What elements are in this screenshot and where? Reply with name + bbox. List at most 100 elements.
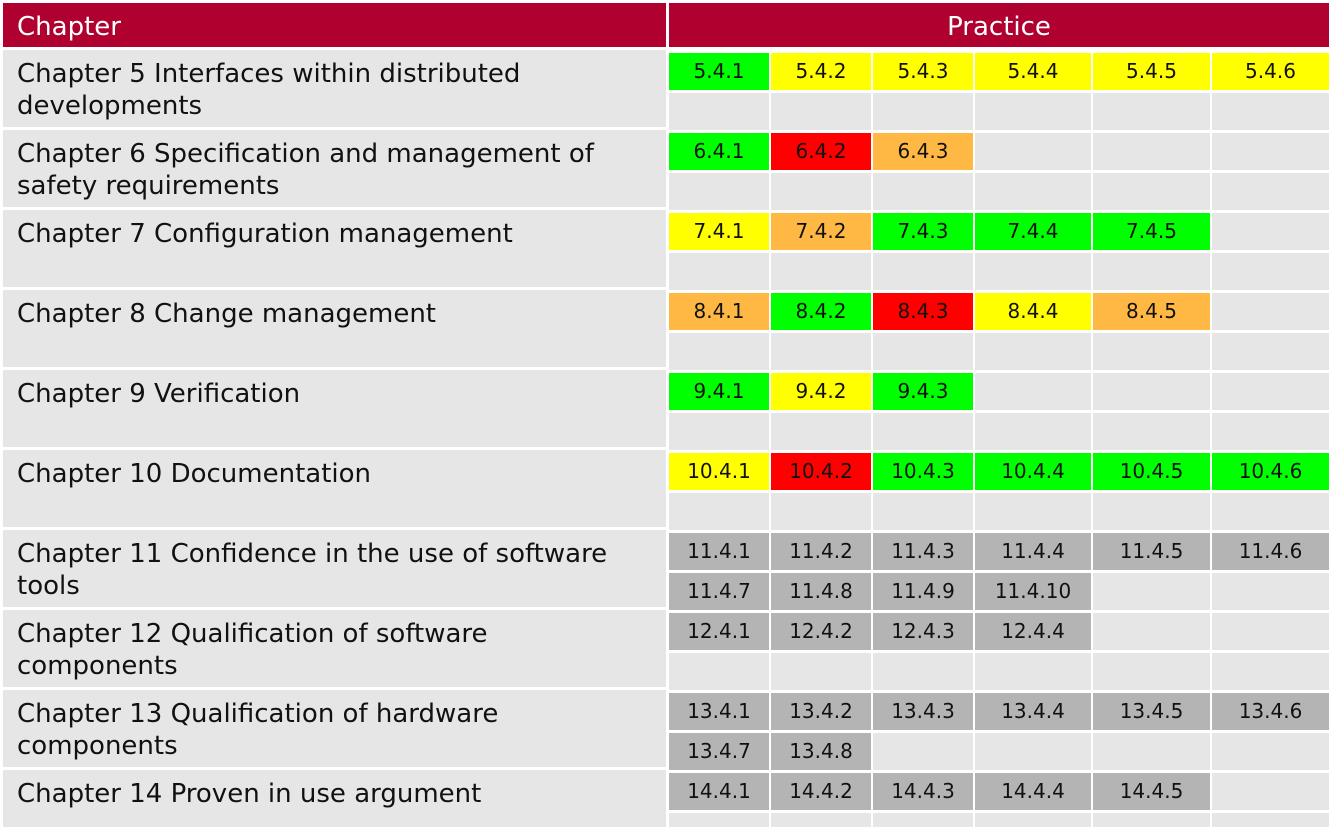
chapter-title: Chapter 6 Specification and management o… (3, 130, 666, 207)
empty-cell (1093, 573, 1210, 610)
practice-cell: 13.4.4 (975, 693, 1091, 730)
empty-cell (1093, 813, 1210, 827)
practice-cell: 10.4.5 (1093, 453, 1210, 490)
practice-cell: 11.4.7 (669, 573, 769, 610)
practice-cell: 5.4.5 (1093, 53, 1210, 90)
practice-cell: 10.4.6 (1212, 453, 1329, 490)
practice-cell: 13.4.6 (1212, 693, 1329, 730)
empty-cell (1093, 333, 1210, 370)
empty-cell (975, 373, 1091, 410)
empty-cell (873, 93, 973, 130)
empty-cell (771, 253, 871, 290)
empty-cell (975, 333, 1091, 370)
empty-cell (771, 413, 871, 450)
empty-cell (669, 813, 769, 827)
empty-cell (975, 413, 1091, 450)
practice-cell: 12.4.2 (771, 613, 871, 650)
practice-cell: 8.4.1 (669, 293, 769, 330)
practice-cell: 11.4.4 (975, 533, 1091, 570)
empty-cell (1093, 653, 1210, 690)
empty-cell (873, 813, 973, 827)
empty-cell (975, 253, 1091, 290)
practice-cell: 8.4.4 (975, 293, 1091, 330)
empty-cell (1212, 253, 1329, 290)
empty-cell (1093, 133, 1210, 170)
practice-cell: 13.4.1 (669, 693, 769, 730)
chapter-title: Chapter 13 Qualification of hardware com… (3, 690, 666, 767)
practice-cell: 7.4.5 (1093, 213, 1210, 250)
chapter-title: Chapter 12 Qualification of software com… (3, 610, 666, 687)
empty-cell (1212, 733, 1329, 770)
practice-cell: 8.4.3 (873, 293, 973, 330)
empty-cell (1212, 173, 1329, 210)
empty-cell (1093, 253, 1210, 290)
practice-cell: 11.4.8 (771, 573, 871, 610)
empty-cell (669, 413, 769, 450)
practice-cell: 5.4.2 (771, 53, 871, 90)
empty-cell (669, 253, 769, 290)
empty-cell (873, 333, 973, 370)
practice-cell: 9.4.1 (669, 373, 769, 410)
empty-cell (873, 413, 973, 450)
empty-cell (873, 653, 973, 690)
chapter-title: Chapter 7 Configuration management (3, 210, 666, 287)
empty-cell (873, 253, 973, 290)
empty-cell (771, 813, 871, 827)
practice-cell: 5.4.1 (669, 53, 769, 90)
practice-cell: 14.4.2 (771, 773, 871, 810)
practice-cell: 13.4.3 (873, 693, 973, 730)
empty-cell (1212, 413, 1329, 450)
practice-cell: 7.4.4 (975, 213, 1091, 250)
empty-cell (975, 813, 1091, 827)
empty-cell (1212, 653, 1329, 690)
empty-cell (975, 493, 1091, 530)
empty-cell (1093, 373, 1210, 410)
empty-cell (975, 733, 1091, 770)
empty-cell (975, 653, 1091, 690)
empty-cell (771, 493, 871, 530)
empty-cell (975, 133, 1091, 170)
practice-cell: 10.4.1 (669, 453, 769, 490)
practice-cell: 12.4.4 (975, 613, 1091, 650)
empty-cell (669, 653, 769, 690)
empty-cell (1212, 813, 1329, 827)
chapter-title: Chapter 14 Proven in use argument (3, 770, 666, 827)
empty-cell (1212, 373, 1329, 410)
practice-column-header: Practice (669, 3, 1329, 47)
chapter-column-header: Chapter (3, 3, 666, 47)
practice-cell: 10.4.2 (771, 453, 871, 490)
empty-cell (1212, 133, 1329, 170)
practice-cell: 7.4.1 (669, 213, 769, 250)
practice-cell: 8.4.2 (771, 293, 871, 330)
empty-cell (669, 93, 769, 130)
empty-cell (669, 493, 769, 530)
empty-cell (1212, 293, 1329, 330)
practice-cell: 6.4.1 (669, 133, 769, 170)
practice-cell: 10.4.4 (975, 453, 1091, 490)
chapter-title: Chapter 10 Documentation (3, 450, 666, 527)
practice-cell: 5.4.6 (1212, 53, 1329, 90)
empty-cell (975, 173, 1091, 210)
empty-cell (1212, 493, 1329, 530)
empty-cell (771, 173, 871, 210)
empty-cell (1093, 613, 1210, 650)
practice-cell: 12.4.3 (873, 613, 973, 650)
practice-cell: 11.4.9 (873, 573, 973, 610)
empty-cell (1093, 93, 1210, 130)
chapter-title: Chapter 8 Change management (3, 290, 666, 367)
empty-cell (1093, 493, 1210, 530)
empty-cell (771, 333, 871, 370)
empty-cell (1212, 93, 1329, 130)
practice-cell: 14.4.1 (669, 773, 769, 810)
empty-cell (873, 173, 973, 210)
empty-cell (1212, 573, 1329, 610)
practice-cell: 11.4.10 (975, 573, 1091, 610)
practice-cell: 13.4.5 (1093, 693, 1210, 730)
practice-cell: 14.4.3 (873, 773, 973, 810)
empty-cell (1212, 213, 1329, 250)
practice-cell: 7.4.3 (873, 213, 973, 250)
empty-cell (1093, 413, 1210, 450)
practice-cell: 11.4.2 (771, 533, 871, 570)
practice-cell: 14.4.5 (1093, 773, 1210, 810)
